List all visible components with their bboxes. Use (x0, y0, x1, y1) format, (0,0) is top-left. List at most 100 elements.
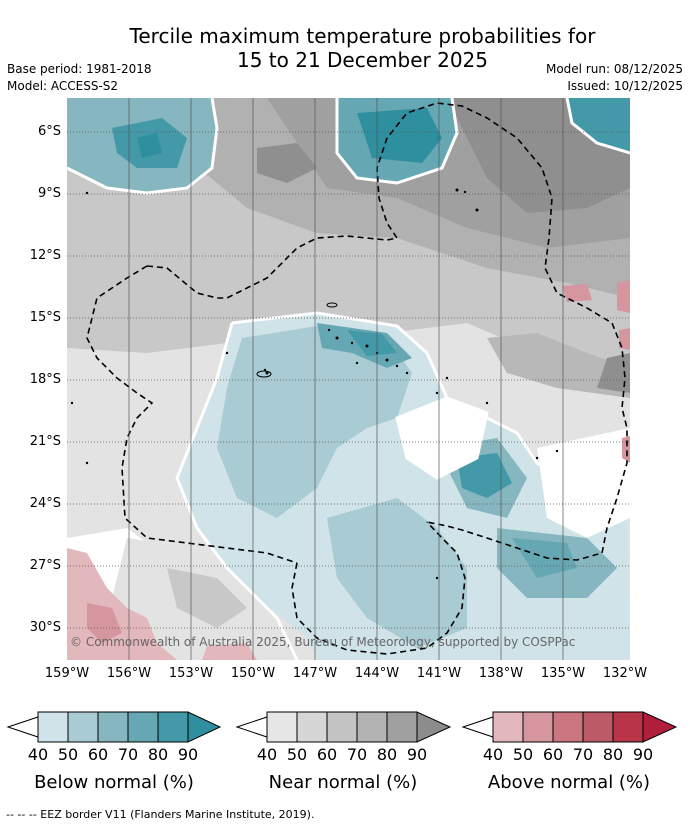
colorbar-tick: 40 (482, 745, 504, 764)
colorbar-tick: 50 (57, 745, 79, 764)
no-dominant-central (397, 398, 487, 478)
issued-date: Issued: 10/12/2025 (567, 79, 683, 93)
lon-label: 153°W (168, 666, 214, 681)
lon-label: 141°W (416, 666, 462, 681)
colorbar-below-normal (6, 711, 222, 743)
colorbar-extend-low (461, 716, 494, 738)
above-normal-south (202, 643, 257, 660)
graticule-lat (67, 131, 630, 629)
below-normal-central-50 (217, 326, 412, 518)
colorbar-extend-low (235, 716, 268, 738)
colorbar-extend-high (187, 711, 222, 743)
lat-label: 6°S (37, 124, 61, 139)
lat-label: 9°S (37, 186, 61, 201)
chart-title: Tercile maximum temperature probabilitie… (0, 24, 690, 72)
colorbar-swatch (326, 711, 358, 743)
lon-label: 150°W (230, 666, 276, 681)
base-period: Base period: 1981-2018 (7, 62, 152, 76)
colorbar-title-below: Below normal (%) (34, 772, 194, 793)
no-dominant-east (537, 428, 630, 538)
lon-label: 138°W (478, 666, 524, 681)
colorbar-swatch (582, 711, 614, 743)
islands (70, 188, 559, 580)
eez-footnote: -- -- -- EEZ border V11 (Flanders Marine… (6, 808, 315, 821)
colorbar-tick: 80 (602, 745, 624, 764)
island-outlines (256, 302, 338, 378)
colorbar-tick: 50 (512, 745, 534, 764)
lat-label: 24°S (29, 496, 61, 511)
above-normal-east (562, 284, 592, 302)
colorbars (6, 711, 678, 743)
near-normal-southwest-50 (167, 568, 247, 628)
lat-label: 12°S (29, 248, 61, 263)
colorbar-swatch (552, 711, 584, 743)
below-normal-northwest-peak (137, 133, 162, 158)
lat-label: 30°S (29, 620, 61, 635)
colorbar-tick: 60 (316, 745, 338, 764)
colorbar-title-near: Near normal (%) (268, 772, 418, 793)
lon-label: 156°W (106, 666, 152, 681)
above-normal-east-edge-3 (622, 436, 630, 463)
below-normal-central-80 (347, 330, 397, 356)
lat-label: 21°S (29, 434, 61, 449)
lat-label: 27°S (29, 558, 61, 573)
lon-label: 159°W (44, 666, 90, 681)
colorbar-near-normal (235, 711, 452, 743)
above-normal-east-edge (617, 280, 630, 313)
colorbar-title-above: Above normal (%) (487, 772, 651, 793)
above-normal-east-edge-2 (619, 328, 630, 350)
colorbar-tick: 60 (542, 745, 564, 764)
colorbar-swatch (356, 711, 388, 743)
near-normal-east-strong (597, 353, 630, 393)
above-normal-southwest-50 (87, 603, 122, 643)
colorbar-swatch (157, 711, 189, 743)
colorbar-swatch (522, 711, 554, 743)
below-normal-northeast (567, 98, 630, 153)
map-canvas (67, 98, 630, 660)
colorbar-above-normal (461, 711, 678, 743)
model-name: Model: ACCESS-S2 (7, 79, 119, 93)
colorbar-tick: 50 (286, 745, 308, 764)
copyright-notice: © Commonwealth of Australia 2025, Bureau… (70, 635, 576, 649)
colorbar-swatch (37, 711, 69, 743)
colorbar-tick: 70 (346, 745, 368, 764)
lon-label: 132°W (602, 666, 648, 681)
colorbar-swatch (492, 711, 524, 743)
lon-label: 144°W (354, 666, 400, 681)
lat-label: 15°S (29, 310, 61, 325)
colorbar-extend-high (416, 711, 452, 743)
near-normal-patch (257, 143, 317, 183)
colorbar-extend-low (6, 716, 39, 738)
below-normal-north-core (357, 108, 442, 163)
colorbar-tick: 90 (632, 745, 654, 764)
colorbar-swatch (386, 711, 418, 743)
probability-map[interactable] (67, 98, 630, 660)
below-normal-south-50 (327, 498, 467, 648)
title-line-2: 15 to 21 December 2025 (236, 48, 488, 72)
lon-label: 147°W (292, 666, 338, 681)
colorbar-swatch (296, 711, 328, 743)
colorbar-swatch (97, 711, 129, 743)
lat-label: 18°S (29, 372, 61, 387)
category-boundaries (67, 98, 630, 660)
below-normal-south-80 (457, 453, 512, 498)
colorbar-extend-high (642, 711, 678, 743)
eez-borders (86, 102, 628, 655)
colorbar-swatch (127, 711, 159, 743)
title-line-1: Tercile maximum temperature probabilitie… (129, 24, 596, 48)
colorbar-swatch (67, 711, 99, 743)
colorbar-tick: 60 (87, 745, 109, 764)
colorbar-tick: 80 (147, 745, 169, 764)
colorbar-tick: 70 (572, 745, 594, 764)
colorbar-tick: 70 (117, 745, 139, 764)
lon-label: 135°W (540, 666, 586, 681)
colorbar-tick: 40 (256, 745, 278, 764)
colorbar-tick: 40 (27, 745, 49, 764)
colorbar-tick: 90 (406, 745, 428, 764)
colorbar-swatch (266, 711, 298, 743)
near-normal-east (487, 333, 630, 398)
model-run: Model run: 08/12/2025 (545, 62, 683, 76)
colorbar-tick: 80 (376, 745, 398, 764)
colorbar-tick: 90 (177, 745, 199, 764)
colorbar-swatch (612, 711, 644, 743)
